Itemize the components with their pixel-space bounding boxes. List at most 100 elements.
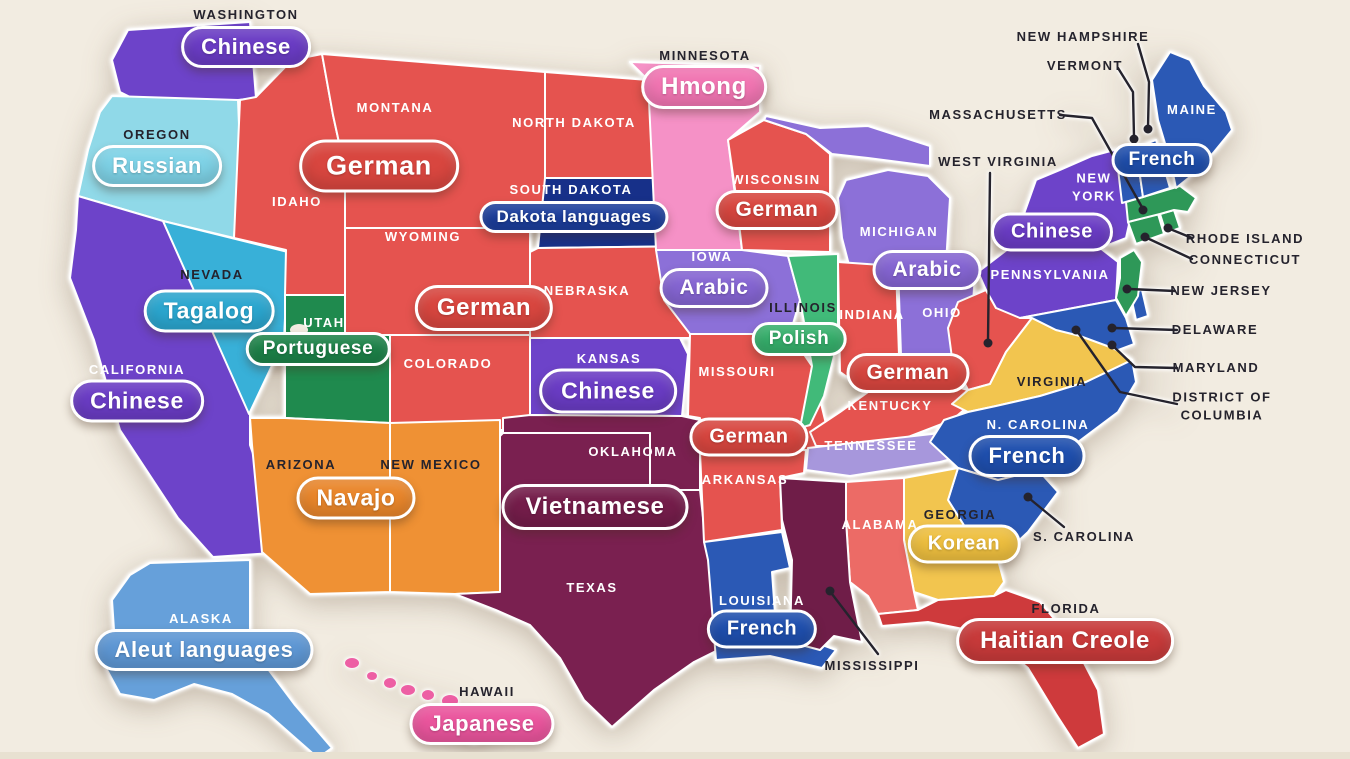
state-label-south-dakota: SOUTH DAKOTA [509,182,633,198]
language-pill-florida: Haitian Creole [956,618,1174,664]
callout-line-massachusetts [1058,113,1145,211]
callout-line-south-carolina [1028,497,1066,529]
state-label-texas: TEXAS [566,580,618,596]
callout-dot-mississippi [825,586,835,596]
state-label-illinois: ILLINOIS [769,300,837,316]
state-label-new-jersey: NEW JERSEY [1170,283,1272,299]
language-pill-louisiana: French [706,609,818,649]
callout-dot-district-of-columbia [1071,325,1081,335]
callout-dot-maryland [1107,340,1117,350]
language-pill-washington: Chinese [181,26,311,68]
language-pill-maine: French [1111,143,1213,177]
state-label-new-mexico: NEW MEXICO [380,457,482,473]
state-label-ohio: OHIO [922,305,962,321]
callout-dot-west-virginia [983,338,993,348]
state-label-georgia: GEORGIA [923,507,997,523]
callout-line-mississippi [830,592,880,656]
state-label-oregon: OREGON [123,127,191,143]
state-label-maryland: MARYLAND [1172,360,1260,376]
state-label-wyoming: WYOMING [384,229,462,245]
language-pill-nebraska: German [414,285,554,331]
language-pill-kansas: Chinese [539,368,677,414]
callout-line-maryland [1111,344,1179,370]
state-label-michigan: MICHIGAN [859,224,939,240]
state-label-massachusetts: MASSACHUSETTS [929,107,1067,123]
callout-line-delaware [1112,326,1179,332]
callout-dot-south-carolina [1023,492,1033,502]
callout-dot-new-jersey [1122,284,1132,294]
callout-line-vermont [1116,66,1136,139]
state-label-florida: FLORIDA [1031,601,1101,617]
state-label-washington: WASHINGTON [193,7,299,23]
state-label-west-virginia: WEST VIRGINIA [938,154,1058,170]
state-label-north-carolina: N. CAROLINA [986,417,1090,433]
callout-line-new-hampshire [1136,42,1151,129]
language-pill-arizona: Navajo [296,476,416,520]
language-pill-missouri: German [689,417,809,457]
state-label-hawaii: HAWAII [459,684,515,700]
state-label-kansas: KANSAS [576,351,642,367]
state-label-colorado: COLORADO [403,356,493,372]
state-shape-new-jersey [1115,249,1143,317]
language-pill-nevada: Tagalog [143,289,275,333]
language-pill-illinois: Polish [751,322,847,356]
callout-dot-delaware [1107,323,1117,333]
language-pill-south-dakota: Dakota languages [479,201,669,233]
state-label-wisconsin: WISCONSIN [731,172,821,188]
state-label-new-hampshire: NEW HAMPSHIRE [1016,29,1150,45]
state-label-kentucky: KENTUCKY [847,398,933,414]
state-label-rhode-island: RHODE ISLAND [1185,231,1305,247]
state-label-nebraska: NEBRASKA [543,283,631,299]
state-label-north-dakota: NORTH DAKOTA [512,115,636,131]
language-pill-new-york: Chinese [990,212,1114,252]
state-label-indiana: INDIANA [839,307,905,323]
state-label-vermont: VERMONT [1046,58,1124,74]
state-label-louisiana: LOUISIANA [719,593,805,609]
callout-line-west-virginia [986,171,992,343]
callout-line-district-of-columbia [1075,329,1179,406]
language-pill-iowa: Arabic [659,268,769,308]
language-pill-hawaii: Japanese [409,703,555,745]
language-pill-wisconsin: German [715,190,839,230]
state-label-montana: MONTANA [356,100,434,116]
callout-dot-connecticut [1140,232,1150,242]
state-label-tennessee: TENNESSEE [824,438,918,454]
language-pill-georgia: Korean [907,524,1021,564]
state-label-arizona: ARIZONA [265,457,337,473]
callout-line-rhode-island [1168,227,1194,240]
callout-lines [825,42,1194,656]
language-pill-kentucky: German [846,353,970,393]
state-label-iowa: IOWA [691,249,733,265]
state-label-mississippi: MISSISSIPPI [824,658,920,674]
language-pill-utah: Portuguese [245,332,391,366]
state-label-idaho: IDAHO [272,194,322,210]
state-label-arkansas: ARKANSAS [701,472,789,488]
state-label-district-of-columbia: DISTRICT OF COLUMBIA [1172,389,1272,422]
language-pill-montana: German [299,139,459,193]
callout-dot-rhode-island [1163,223,1173,233]
state-label-connecticut: CONNECTICUT [1188,252,1302,268]
state-label-alabama: ALABAMA [841,517,919,533]
state-label-virginia: VIRGINIA [1016,374,1088,390]
language-pill-minnesota: Hmong [641,65,767,109]
state-label-nevada: NEVADA [180,267,244,283]
state-label-california: CALIFORNIA [88,362,186,378]
state-label-utah: UTAH [303,315,345,331]
callout-line-new-jersey [1127,287,1177,293]
state-label-new-york: NEW YORK [1072,170,1116,203]
language-pill-oregon: Russian [92,145,222,187]
language-pill-texas: Vietnamese [501,484,689,530]
callout-dot-vermont [1129,134,1139,144]
language-pill-alaska: Aleut languages [94,629,314,671]
callout-dot-new-hampshire [1143,124,1153,134]
state-label-alaska: ALASKA [169,611,233,627]
state-label-minnesota: MINNESOTA [659,48,751,64]
language-pill-michigan: Arabic [872,250,982,290]
callout-line-connecticut [1145,236,1194,261]
state-label-south-carolina: S. CAROLINA [1032,529,1136,545]
state-label-maine: MAINE [1167,102,1217,118]
callout-dot-massachusetts [1138,205,1148,215]
language-pill-north-carolina: French [968,435,1086,477]
state-shape-colorado [389,334,531,431]
